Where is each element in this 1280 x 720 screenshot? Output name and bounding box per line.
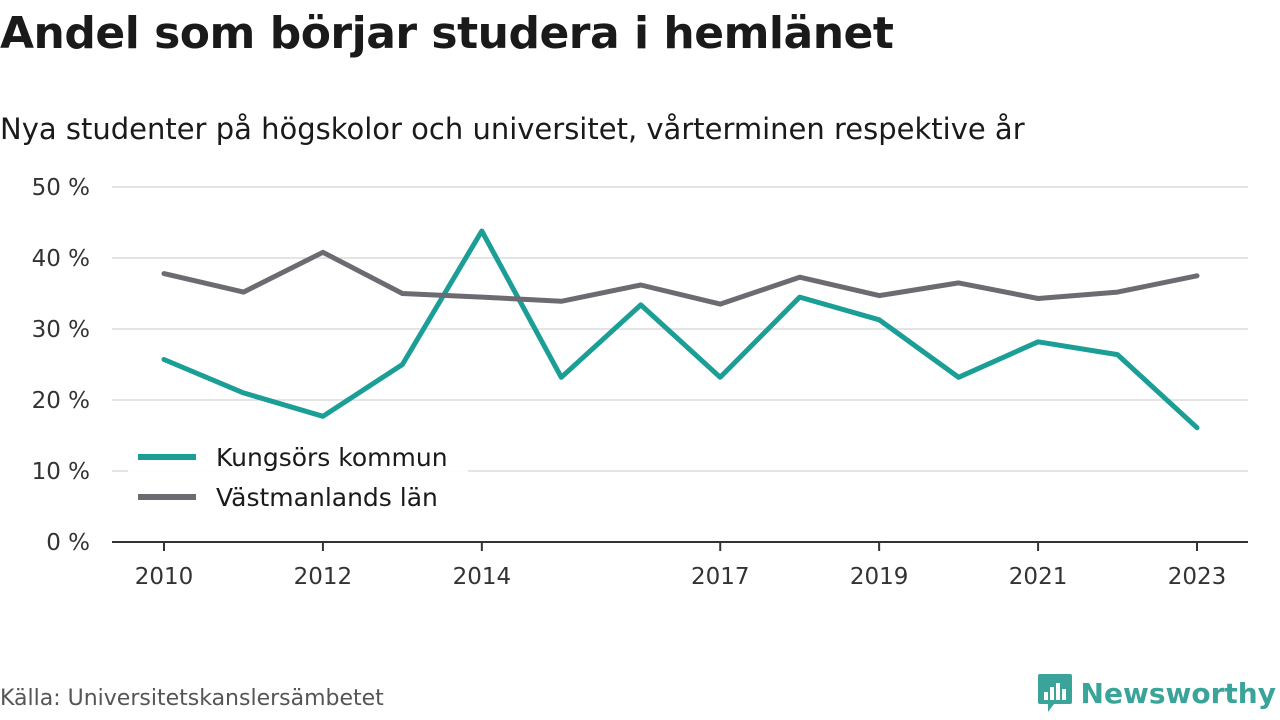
x-tick-label: 2023 <box>1168 564 1227 590</box>
y-tick-label: 30 % <box>32 317 90 343</box>
y-tick-label: 50 % <box>32 175 90 201</box>
x-tick-label: 2010 <box>135 564 194 590</box>
x-tick-label: 2012 <box>294 564 353 590</box>
legend-label: Västmanlands län <box>216 483 438 512</box>
y-tick-label: 40 % <box>32 246 90 272</box>
chart-subtitle: Nya studenter på högskolor och universit… <box>0 112 1025 146</box>
newsworthy-logo-icon <box>1037 674 1072 712</box>
series-line-2 <box>161 249 1200 307</box>
brand-name: Newsworthy <box>1080 676 1276 710</box>
y-tick-label: 10 % <box>32 459 90 485</box>
legend-background <box>128 432 468 520</box>
x-tick-label: 2014 <box>453 564 512 590</box>
series-line-1 <box>161 228 1200 431</box>
y-tick-label: 20 % <box>32 388 90 414</box>
x-tick-label: 2019 <box>850 564 909 590</box>
brand-logo: Newsworthy <box>1037 672 1276 714</box>
legend-label: Kungsörs kommun <box>216 443 448 472</box>
y-tick-label: 0 % <box>46 530 90 556</box>
x-tick-label: 2021 <box>1009 564 1068 590</box>
source-note: Källa: Universitetskanslersämbetet <box>0 686 384 711</box>
x-tick-label: 2017 <box>691 564 750 590</box>
chart-title: Andel som börjar studera i hemlänet <box>0 8 894 59</box>
